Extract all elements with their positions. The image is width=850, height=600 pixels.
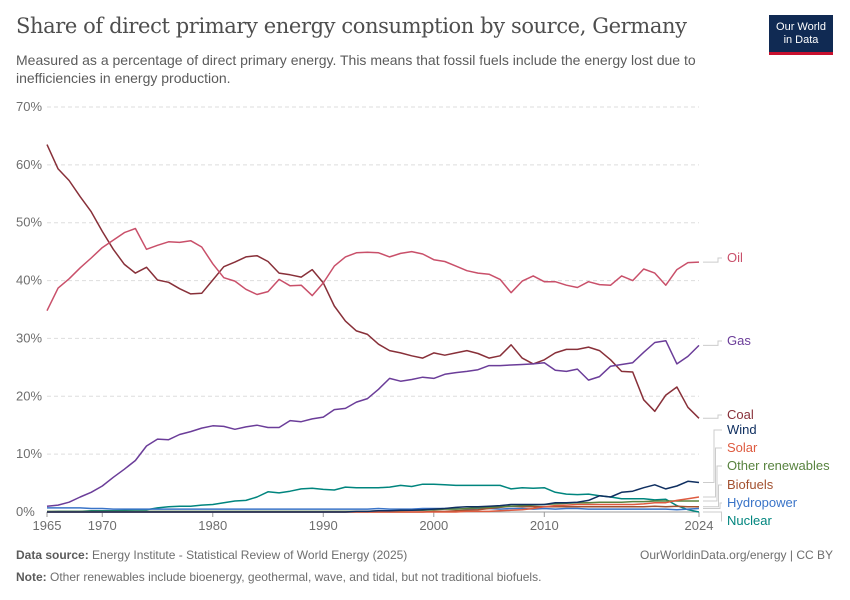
label-connector	[703, 484, 722, 508]
label-connector	[703, 257, 722, 263]
series-line-hydropower	[47, 507, 700, 511]
series-label-hydropower: Hydropower	[727, 495, 798, 510]
series-label-oil: Oil	[727, 250, 743, 265]
owid-logo[interactable]: Our World in Data	[769, 15, 833, 55]
series-label-biofuels: Biofuels	[727, 477, 774, 492]
label-connector	[703, 414, 722, 419]
series-line-coal	[46, 144, 700, 419]
series-label-gas: Gas	[727, 333, 751, 348]
label-connector	[703, 465, 722, 502]
note: Note: Other renewables include bioenergy…	[16, 570, 542, 584]
series-label-other-renewables: Other renewables	[727, 458, 830, 473]
chart-subtitle: Measured as a percentage of direct prima…	[16, 52, 696, 86]
y-tick-label: 0%	[16, 504, 35, 519]
series-line-oil	[46, 227, 700, 312]
x-tick-label: 1980	[198, 518, 227, 533]
x-tick-label: 1990	[309, 518, 338, 533]
y-tick-label: 40%	[16, 273, 42, 288]
x-tick-label: 2010	[530, 518, 559, 533]
series-label-solar: Solar	[727, 440, 758, 455]
y-tick-label: 20%	[16, 388, 42, 403]
series-line-gas	[46, 339, 700, 507]
series-label-coal: Coal	[727, 407, 754, 422]
x-tick-label: 2000	[419, 518, 448, 533]
label-connector	[703, 511, 722, 522]
y-tick-label: 10%	[16, 446, 42, 461]
x-tick-label: 2024	[685, 518, 714, 533]
label-connector	[703, 429, 722, 483]
owid-url[interactable]: OurWorldinData.org/energy | CC BY	[640, 548, 833, 562]
series-line-nuclear	[46, 483, 700, 513]
y-tick-label: 50%	[16, 215, 42, 230]
series-label-nuclear: Nuclear	[727, 513, 772, 528]
label-connector	[703, 447, 722, 498]
data-source: Data source: Energy Institute - Statisti…	[16, 548, 408, 562]
y-tick-label: 30%	[16, 330, 42, 345]
chart-title: Share of direct primary energy consumpti…	[16, 14, 687, 38]
y-tick-label: 70%	[16, 99, 42, 114]
series-line-wind	[47, 480, 700, 513]
label-connector	[703, 340, 722, 346]
y-tick-label: 60%	[16, 157, 42, 172]
label-connector	[703, 502, 722, 509]
x-tick-label: 1965	[33, 518, 62, 533]
series-label-wind: Wind	[727, 422, 757, 437]
x-tick-label: 1970	[88, 518, 117, 533]
source-link[interactable]: Energy Institute - Statistical Review of…	[92, 548, 408, 562]
